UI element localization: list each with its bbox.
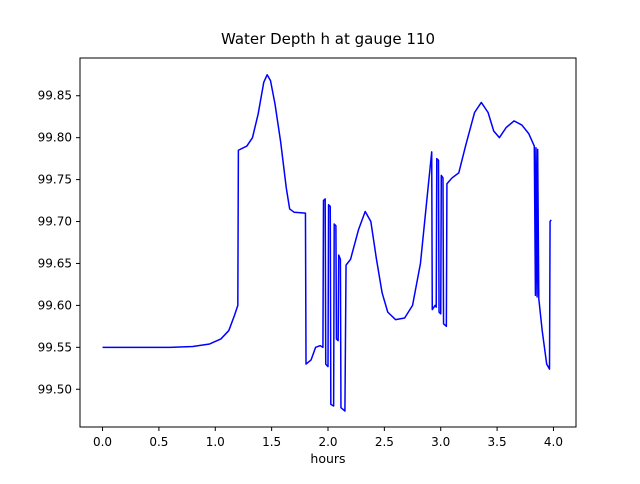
y-tick-label: 99.85 (38, 89, 72, 103)
x-tick-label: 3.5 (488, 435, 507, 449)
x-tick-label: 2.0 (318, 435, 337, 449)
y-axis-ticks: 99.50 99.55 99.60 99.65 99.70 99.75 99.80 99.85 (38, 89, 80, 396)
x-tick-label: 4.0 (544, 435, 563, 449)
y-tick-label: 99.55 (38, 340, 72, 354)
x-tick-label: 1.0 (206, 435, 225, 449)
x-axis-ticks: 0.0 0.5 1.0 1.5 2.0 2.5 3.0 3.5 4.0 (93, 427, 563, 449)
x-axis-label: hours (310, 451, 345, 466)
y-tick-label: 99.65 (38, 256, 72, 270)
y-tick-label: 99.70 (38, 215, 72, 229)
y-tick-label: 99.80 (38, 131, 72, 145)
x-tick-label: 1.5 (262, 435, 281, 449)
x-tick-label: 0.0 (93, 435, 112, 449)
x-tick-label: 3.0 (431, 435, 450, 449)
y-tick-label: 99.50 (38, 382, 72, 396)
x-tick-label: 2.5 (375, 435, 394, 449)
x-tick-label: 0.5 (149, 435, 168, 449)
line-series (102, 74, 552, 412)
chart-title: Water Depth h at gauge 110 (221, 30, 435, 48)
y-tick-label: 99.60 (38, 298, 72, 312)
y-tick-label: 99.75 (38, 173, 72, 187)
